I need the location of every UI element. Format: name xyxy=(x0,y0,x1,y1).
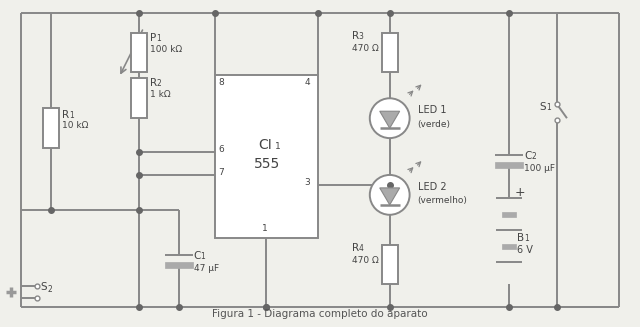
Text: B: B xyxy=(517,233,524,243)
Text: 7: 7 xyxy=(218,168,224,177)
Text: 3: 3 xyxy=(359,32,364,41)
Text: (verde): (verde) xyxy=(417,120,451,129)
Text: S: S xyxy=(539,102,546,112)
Text: 2: 2 xyxy=(47,285,52,294)
Text: 3: 3 xyxy=(304,178,310,187)
Text: 47 μF: 47 μF xyxy=(193,264,219,273)
Text: 100 kΩ: 100 kΩ xyxy=(150,44,182,54)
Text: 2: 2 xyxy=(157,79,161,88)
Text: 1 kΩ: 1 kΩ xyxy=(150,90,170,99)
Bar xyxy=(502,244,516,249)
Text: 1: 1 xyxy=(275,142,280,151)
Bar xyxy=(216,76,318,238)
Text: 1: 1 xyxy=(524,234,529,243)
Text: 1: 1 xyxy=(157,34,161,43)
Text: 1: 1 xyxy=(262,224,268,233)
Text: LED 1: LED 1 xyxy=(417,105,446,115)
Text: 10 kΩ: 10 kΩ xyxy=(62,121,88,130)
Text: 1: 1 xyxy=(200,251,205,261)
Text: 555: 555 xyxy=(253,158,280,171)
Text: CI: CI xyxy=(258,138,271,152)
Text: 470 Ω: 470 Ω xyxy=(352,43,379,53)
Circle shape xyxy=(370,175,410,215)
Polygon shape xyxy=(380,111,399,128)
Text: 1: 1 xyxy=(69,111,74,120)
Text: R: R xyxy=(352,30,359,41)
Text: 6: 6 xyxy=(218,145,224,154)
Text: 470 Ω: 470 Ω xyxy=(352,256,379,265)
Bar xyxy=(43,108,59,148)
Text: +: + xyxy=(514,186,525,199)
Bar xyxy=(502,212,516,217)
Bar xyxy=(131,78,147,118)
Text: 1: 1 xyxy=(546,103,551,112)
Text: 4: 4 xyxy=(359,244,364,253)
Text: C: C xyxy=(524,151,531,161)
Text: (vermelho): (vermelho) xyxy=(417,196,467,205)
Text: R: R xyxy=(352,243,359,253)
Bar xyxy=(131,33,147,72)
Text: Figura 1 - Diagrama completo do aparato: Figura 1 - Diagrama completo do aparato xyxy=(212,309,428,319)
Text: 8: 8 xyxy=(218,78,224,87)
Bar xyxy=(381,245,397,284)
Text: C: C xyxy=(193,250,201,261)
Text: 2: 2 xyxy=(531,152,536,161)
Text: P: P xyxy=(150,33,156,43)
Text: R: R xyxy=(62,110,69,120)
Text: 4: 4 xyxy=(304,78,310,87)
Text: 100 μF: 100 μF xyxy=(524,164,555,173)
Bar xyxy=(495,162,523,168)
Text: 6 V: 6 V xyxy=(517,245,533,255)
Text: S: S xyxy=(40,283,47,292)
Bar xyxy=(164,262,193,267)
Bar xyxy=(381,33,397,72)
Text: LED 2: LED 2 xyxy=(417,182,446,192)
Text: R: R xyxy=(150,78,157,88)
Polygon shape xyxy=(380,188,399,205)
Circle shape xyxy=(370,98,410,138)
